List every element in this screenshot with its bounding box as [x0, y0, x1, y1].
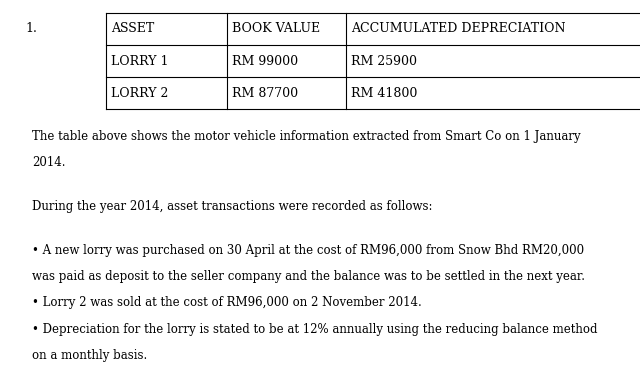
- Text: RM 41800: RM 41800: [351, 87, 417, 100]
- Text: During the year 2014, asset transactions were recorded as follows:: During the year 2014, asset transactions…: [32, 200, 433, 213]
- Text: • Depreciation for the lorry is stated to be at 12% annually using the reducing : • Depreciation for the lorry is stated t…: [32, 323, 598, 336]
- Text: 1.: 1.: [26, 22, 38, 36]
- Text: RM 99000: RM 99000: [232, 55, 298, 68]
- Text: The table above shows the motor vehicle information extracted from Smart Co on 1: The table above shows the motor vehicle …: [32, 130, 580, 143]
- Text: RM 87700: RM 87700: [232, 87, 298, 100]
- Text: LORRY 1: LORRY 1: [111, 55, 168, 68]
- Text: • Lorry 2 was sold at the cost of RM96,000 on 2 November 2014.: • Lorry 2 was sold at the cost of RM96,0…: [32, 296, 422, 310]
- Text: LORRY 2: LORRY 2: [111, 87, 168, 100]
- Text: was paid as deposit to the seller company and the balance was to be settled in t: was paid as deposit to the seller compan…: [32, 270, 585, 283]
- Text: RM 25900: RM 25900: [351, 55, 417, 68]
- Text: 2014.: 2014.: [32, 156, 65, 169]
- Text: BOOK VALUE: BOOK VALUE: [232, 22, 321, 36]
- Text: ASSET: ASSET: [111, 22, 154, 36]
- Text: ACCUMULATED DEPRECIATION: ACCUMULATED DEPRECIATION: [351, 22, 565, 36]
- Text: • A new lorry was purchased on 30 April at the cost of RM96,000 from Snow Bhd RM: • A new lorry was purchased on 30 April …: [32, 244, 584, 257]
- Text: on a monthly basis.: on a monthly basis.: [32, 349, 147, 362]
